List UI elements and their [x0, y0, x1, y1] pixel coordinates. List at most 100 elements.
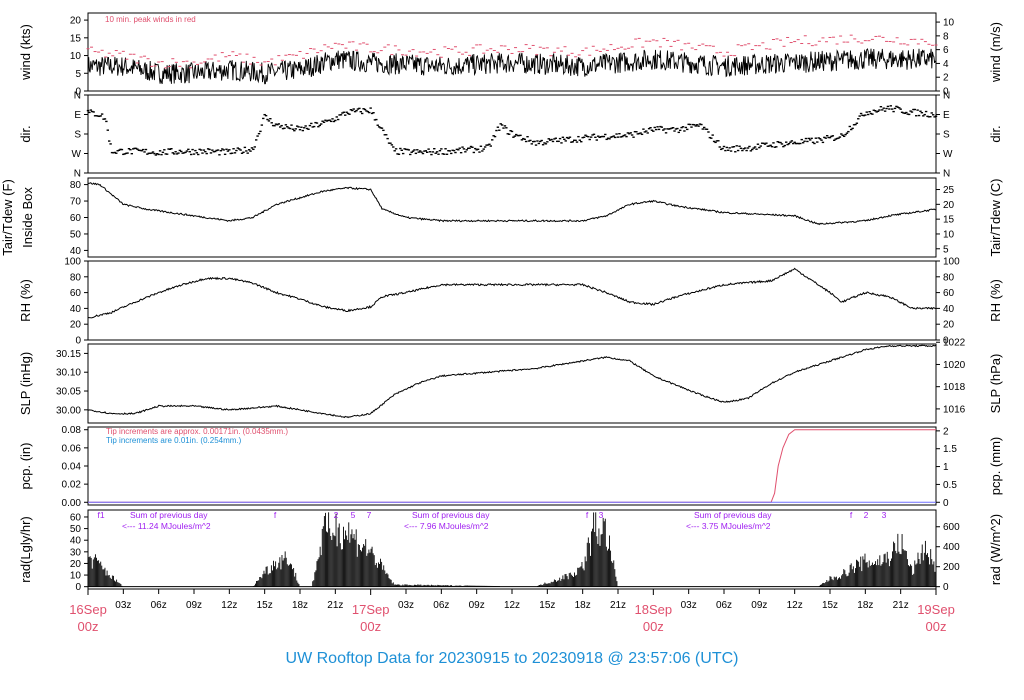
radiation-marker: f	[850, 510, 853, 520]
hour-tick-label: 21z	[610, 600, 626, 611]
right-tick-label: 40	[943, 304, 955, 315]
radiation-marker: 5	[351, 510, 356, 520]
right-axis-title: SLP (hPa)	[988, 354, 1003, 414]
hour-tick-label: 03z	[115, 600, 131, 611]
radiation-marker: f	[274, 510, 277, 520]
radiation-marker: 3	[599, 510, 604, 520]
hour-tick-label: 03z	[681, 600, 697, 611]
rh-line	[87, 267, 937, 319]
right-tick-label: 10	[943, 229, 955, 240]
right-axis-title: RH (%)	[988, 279, 1003, 322]
right-tick-label: W	[943, 149, 953, 160]
left-tick-label: 0.08	[62, 425, 82, 436]
left-tick-label: 50	[70, 524, 82, 535]
left-tick-label: N	[74, 169, 81, 180]
right-tick-label: 1.5	[943, 444, 957, 455]
left-axis-title: SLP (inHg)	[18, 352, 33, 415]
day-label-date: 16Sep	[69, 602, 107, 617]
left-tick-label: 70	[70, 197, 82, 208]
right-tick-label: 80	[943, 272, 955, 283]
left-axis-title: Tair/Tdew (F)	[0, 179, 15, 256]
precip-annotation: Tip increments are 0.01in. (0.254mm.)	[106, 436, 242, 445]
left-tick-label: 0.02	[62, 480, 82, 491]
day-label-date: 19Sep	[917, 602, 955, 617]
right-tick-label: 20	[943, 200, 955, 211]
right-tick-label: 60	[943, 288, 955, 299]
day-label-time: 00z	[78, 619, 99, 634]
hour-tick-label: 15z	[539, 600, 555, 611]
left-tick-label: E	[74, 110, 81, 121]
left-axis-title: wind (kts)	[18, 24, 33, 81]
right-axis-title: Tair/Tdew (C)	[988, 178, 1003, 256]
left-tick-label: 0.04	[62, 462, 82, 473]
right-tick-label: 15	[943, 215, 955, 226]
radiation-marker: 2	[334, 510, 339, 520]
left-tick-label: 10	[70, 51, 82, 62]
left-tick-label: 30.10	[56, 368, 81, 379]
wind-speed-line	[87, 48, 936, 85]
left-tick-label: 50	[70, 229, 82, 240]
hour-tick-label: 12z	[221, 600, 237, 611]
hour-tick-label: 21z	[327, 600, 343, 611]
right-tick-label: 1020	[943, 360, 966, 371]
day-sum-value: <--- 7.96 MJoules/m^2	[404, 521, 489, 531]
hour-tick-label: 03z	[398, 600, 414, 611]
left-tick-label: 0.06	[62, 443, 82, 454]
left-tick-label: 0	[75, 87, 81, 98]
left-tick-label: 30.00	[56, 405, 81, 416]
left-tick-label: 60	[70, 213, 82, 224]
left-tick-label: 30.15	[56, 349, 81, 360]
left-tick-label: N	[74, 91, 81, 102]
right-tick-label: 1	[943, 462, 949, 473]
hour-tick-label: 18z	[575, 600, 591, 611]
hour-tick-label: 09z	[469, 600, 485, 611]
left-tick-label: 40	[70, 304, 82, 315]
left-tick-label: 30	[70, 547, 82, 558]
panel-frame-wind	[87, 12, 937, 92]
hour-tick-label: 06z	[151, 600, 167, 611]
right-tick-label: 5	[943, 244, 949, 255]
right-tick-label: 0.5	[943, 480, 957, 491]
left-tick-label: 20	[70, 16, 82, 27]
left-tick-label: 20	[70, 320, 82, 331]
right-tick-label: 0	[943, 582, 949, 593]
left-tick-label: 0.00	[62, 498, 82, 509]
right-tick-label: 6	[943, 45, 949, 56]
left-tick-label: 30.05	[56, 387, 81, 398]
right-tick-label: 4	[943, 59, 949, 70]
left-tick-label: 100	[64, 257, 81, 268]
right-tick-label: 1022	[943, 338, 966, 349]
right-tick-label: 1016	[943, 404, 966, 415]
temp-line	[87, 182, 937, 226]
day-sum-value: <--- 11.24 MJoules/m^2	[122, 521, 211, 531]
day-sum-label: Sum of previous day	[694, 510, 772, 520]
right-tick-label: 10	[943, 18, 955, 29]
panel-frame-slp	[87, 343, 937, 424]
right-tick-label: 1018	[943, 382, 966, 393]
right-tick-label: E	[943, 110, 950, 121]
day-label-date: 17Sep	[352, 602, 390, 617]
right-tick-label: S	[943, 130, 950, 141]
hour-tick-label: 09z	[186, 600, 202, 611]
hour-tick-label: 12z	[787, 600, 803, 611]
radiation-marker: f	[586, 510, 589, 520]
hour-tick-label: 15z	[822, 600, 838, 611]
left-tick-label: 0	[75, 336, 81, 347]
right-tick-label: 8	[943, 31, 949, 42]
right-tick-label: 0	[943, 498, 949, 509]
day-label-time: 00z	[926, 619, 947, 634]
left-axis-title-2: Inside Box	[20, 187, 35, 248]
radiation-marker: f1	[97, 510, 104, 520]
left-tick-label: S	[74, 130, 81, 141]
wind-annotation: 10 min. peak winds in red	[105, 15, 196, 24]
right-tick-label: 20	[943, 320, 955, 331]
hour-tick-label: 09z	[751, 600, 767, 611]
hour-tick-label: 06z	[433, 600, 449, 611]
right-axis-title: rad (W/m^2)	[988, 514, 1003, 585]
precip-annotation: Tip increments are approx. 0.00171in. (0…	[106, 427, 288, 436]
day-label-time: 00z	[360, 619, 381, 634]
left-tick-label: 10	[70, 571, 82, 582]
day-sum-label: Sum of previous day	[130, 510, 208, 520]
day-sum-value: <--- 3.75 MJoules/m^2	[686, 521, 771, 531]
